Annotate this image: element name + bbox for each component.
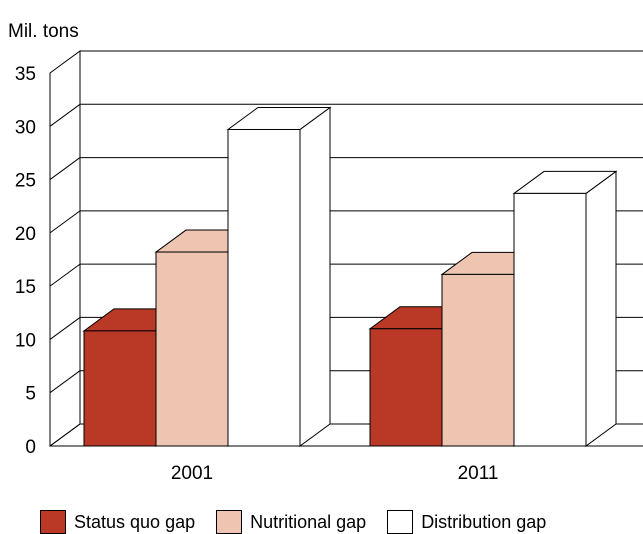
y-tick-label: 20 <box>15 224 36 245</box>
legend-label: Status quo gap <box>74 511 196 532</box>
x-tick-label: 2001 <box>171 463 213 484</box>
y-tick-label: 35 <box>15 64 36 85</box>
gridline-diagonal <box>49 210 81 234</box>
legend-swatch <box>40 510 66 534</box>
bar <box>226 106 332 447</box>
y-axis-label: Mil. tons <box>8 21 79 42</box>
gridline-diagonal <box>49 103 81 127</box>
y-tick-label: 10 <box>15 330 36 351</box>
left-wall <box>49 50 81 447</box>
y-tick-label: 0 <box>25 437 36 458</box>
gridline-diagonal <box>49 317 81 340</box>
x-tick-label: 2011 <box>458 463 499 484</box>
legend-label: Nutritional gap <box>250 511 367 532</box>
legend-item: Status quo gap <box>40 510 195 534</box>
bar <box>512 170 618 447</box>
gridline-diagonal <box>49 157 81 180</box>
y-tick-label: 5 <box>25 384 36 405</box>
legend-item: Distribution gap <box>387 510 546 534</box>
y-axis-ticks: 0 5 10 15 20 25 30 35 <box>15 64 36 458</box>
y-tick-label: 25 <box>15 171 36 192</box>
x-axis-ticks: 2001 2011 <box>171 463 499 484</box>
gridline-diagonal <box>49 370 81 394</box>
y-tick-label: 30 <box>15 117 36 138</box>
legend-swatch <box>387 510 414 534</box>
legend: Status quo gap Nutritional gap Distributio… <box>40 510 567 534</box>
legend-swatch <box>216 510 243 534</box>
legend-label: Distribution gap <box>421 511 547 532</box>
bars <box>82 106 618 447</box>
y-tick-label: 15 <box>15 277 36 298</box>
legend-item: Nutritional gap <box>216 510 366 534</box>
gridline-diagonal <box>49 263 81 287</box>
